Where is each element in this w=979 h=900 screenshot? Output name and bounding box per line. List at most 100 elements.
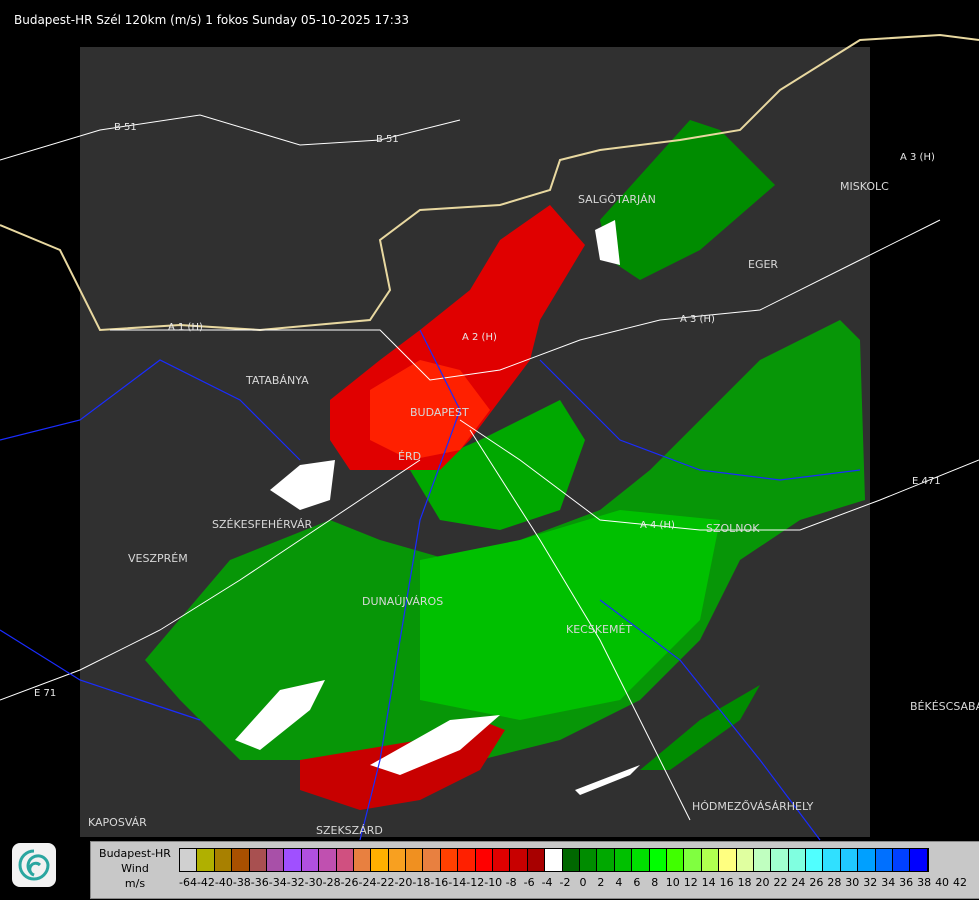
road-label: A 2 (H) [462,332,497,343]
road-label: E 471 [912,476,941,487]
legend-tick-label: 40 [935,876,950,889]
color-legend: Budapest-HR Wind m/s -64 -42 -40 -38 -36 -34-… [90,841,979,899]
legend-tick-label: 18 [737,876,752,889]
legend-color-cell [458,849,476,871]
city-label: EGER [748,258,778,271]
legend-color-cell [875,849,894,871]
legend-tick-label: -6 [523,876,535,889]
radar-echoes [145,120,865,810]
legend-tick-label: 22 [773,876,788,889]
city-labels: SALGÓTARJÁN EGER MISKOLC TATABÁNYA BUDAP… [88,180,979,837]
city-label: HÓDMEZŐVÁSÁRHELY [692,799,814,813]
legend-color-bar [179,848,929,872]
legend-tick-label: -64 [178,876,197,889]
road-label: E 71 [34,688,56,699]
legend-color-cell [736,849,754,871]
radar-logo [12,843,56,887]
legend-tick-label: 36 [899,876,914,889]
city-label: MISKOLC [840,180,889,193]
legend-color-cell [719,849,737,871]
legend-color-cell [388,849,407,871]
legend-color-cell [284,849,302,871]
legend-tick-label: 34 [881,876,896,889]
legend-tick-label: 12 [683,876,698,889]
legend-tick-label: -32 [286,876,305,889]
road-label: B 51 [114,122,137,133]
legend-color-cell [840,849,859,871]
legend-color-cell [232,849,250,871]
legend-color-cell [597,849,615,871]
legend-color-cell [336,849,354,871]
legend-station: Budapest-HR [99,847,171,860]
legend-tick-label: 42 [953,876,968,889]
legend-quantity: Wind [121,862,149,875]
legend-tick-label: -2 [559,876,571,889]
legend-tick-label: -36 [250,876,269,889]
legend-tick-label: 16 [719,876,734,889]
city-label: SZÉKESFEHÉRVÁR [212,518,313,531]
legend-color-cell [893,849,911,871]
legend-color-cell [353,849,372,871]
legend-color-cell [180,849,198,871]
legend-color-cell [423,849,441,871]
legend-color-cell [440,849,459,871]
legend-tick-label: 8 [651,876,659,889]
legend-tick-label: -38 [232,876,251,889]
legend-label: Budapest-HR Wind m/s [91,846,179,891]
legend-color-cell [214,849,233,871]
legend-tick-label: -20 [394,876,413,889]
city-label: SZOLNOK [706,522,760,535]
legend-tick-label: 38 [917,876,932,889]
city-label: BUDAPEST [410,406,469,419]
legend-color-cell [527,849,546,871]
legend-tick-label: -40 [214,876,233,889]
legend-tick-label: 0 [579,876,587,889]
legend-color-cell [545,849,563,871]
swirl-logo-icon [18,849,50,881]
legend-tick-label: -16 [430,876,449,889]
city-label: SALGÓTARJÁN [578,193,656,206]
legend-tick-label: -24 [358,876,377,889]
legend-color-cell [684,849,702,871]
legend-tick-label: -8 [505,876,517,889]
legend-color-cell [823,849,841,871]
road-label: B 51 [376,134,399,145]
legend-tick-label: -42 [196,876,215,889]
legend-color-cell [753,849,772,871]
city-label: VESZPRÉM [128,552,188,565]
legend-tick-label: -10 [484,876,503,889]
legend-color-cell [788,849,807,871]
road-labels: B 51 B 51 A 3 (H) A 3 (H) A 1 (H) A 2 (H… [34,122,941,699]
legend-tick-label: -28 [322,876,341,889]
legend-color-cell [701,849,720,871]
legend-tick-label: 2 [597,876,605,889]
legend-color-cell [806,849,824,871]
legend-color-cell [266,849,285,871]
city-label: SZEKSZÁRD [316,824,383,837]
legend-tick-label: -14 [448,876,467,889]
legend-color-cell [249,849,267,871]
legend-color-cell [649,849,667,871]
legend-tick-label: -12 [466,876,485,889]
legend-tick-label: -4 [541,876,553,889]
city-label: ÉRD [398,450,421,463]
legend-tick-label: 26 [809,876,824,889]
city-label: KECSKEMÉT [566,623,632,636]
legend-tick-label: 28 [827,876,842,889]
map-lines [0,33,979,841]
legend-tick-label: -30 [304,876,323,889]
legend-color-cell [579,849,598,871]
legend-tick-label: 6 [633,876,641,889]
road-label: A 3 (H) [900,152,935,163]
legend-color-cell [319,849,337,871]
legend-tick-label: 30 [845,876,860,889]
legend-tick-label: 32 [863,876,878,889]
legend-tick-label: 4 [615,876,623,889]
legend-color-cell [371,849,389,871]
legend-color-cell [771,849,789,871]
legend-unit: m/s [124,877,146,890]
legend-tick-label: -18 [412,876,431,889]
legend-ticks: -64 -42 -40 -38 -36 -34 -32 -30 -28 -26 -24 -22 -20-… [179,876,969,894]
legend-tick-label: 24 [791,876,806,889]
